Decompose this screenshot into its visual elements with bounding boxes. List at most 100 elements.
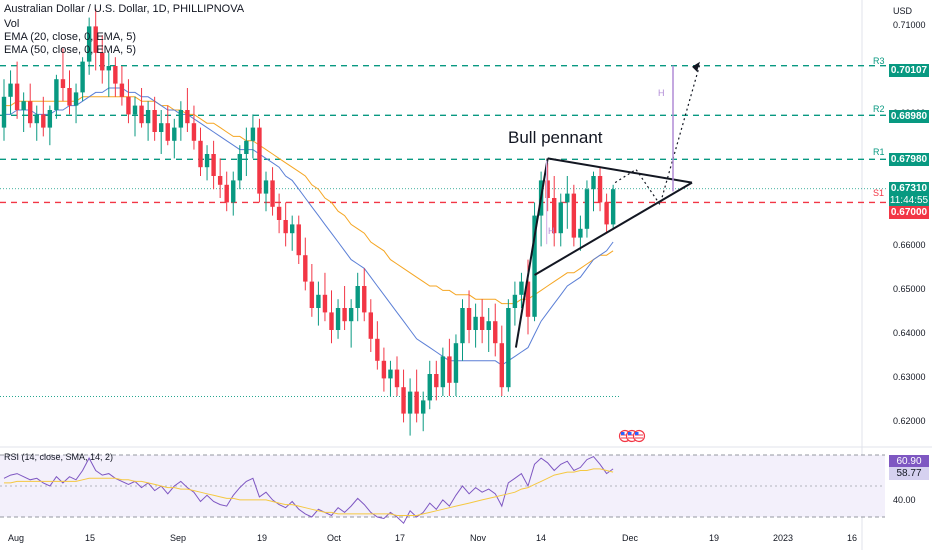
- candle-body: [145, 110, 151, 124]
- candle-body: [506, 308, 511, 388]
- bull-pennant-label: Bull pennant: [508, 128, 603, 147]
- rsi-legend: RSI (14, close, SMA, 14, 2): [4, 452, 114, 462]
- candle-body: [499, 343, 504, 388]
- candle-body: [113, 66, 118, 84]
- candle-body: [460, 308, 465, 344]
- x-tick-label: Oct: [326, 533, 342, 543]
- y-tick-label: 0.63000: [893, 372, 926, 383]
- candle-body: [375, 338, 380, 361]
- candle-body: [512, 294, 518, 308]
- candle-body: [86, 26, 92, 62]
- pennant-upper-line: [547, 157, 693, 184]
- x-tick-label: 14: [535, 533, 547, 543]
- rsi-value-box: 60.90: [889, 455, 929, 468]
- x-tick-label: Sep: [169, 533, 187, 543]
- candle-body: [152, 110, 157, 132]
- candle-body: [381, 360, 387, 379]
- candle-body: [80, 61, 85, 93]
- ema20-line: [4, 87, 614, 366]
- candle-body: [172, 127, 177, 141]
- rsi-sma-line: [4, 468, 614, 516]
- y-tick-label: 0.64000: [893, 328, 926, 339]
- candle-body: [165, 123, 170, 141]
- projection-h-label: H: [658, 88, 665, 98]
- candle-body: [571, 193, 577, 238]
- candle-body: [316, 294, 321, 308]
- rsi-sma-box: 58.77: [889, 467, 929, 480]
- y-tick-label: 0.71000: [893, 20, 926, 31]
- r2-price-box: 0.68980: [889, 110, 929, 123]
- ema50-legend: EMA (50, close, 0, EMA, 5): [4, 44, 137, 56]
- countdown-box: 11:44:55: [889, 194, 929, 207]
- pole-h-label: H: [548, 226, 555, 236]
- r1-tag: R1: [873, 147, 885, 157]
- x-tick-label: 17: [394, 533, 406, 543]
- candle-body: [519, 281, 524, 295]
- candle-body: [578, 228, 583, 238]
- x-tick-label: 15: [84, 533, 96, 543]
- candle-body: [414, 391, 419, 414]
- y-tick-label: 0.62000: [893, 416, 926, 427]
- pennant-pole: [514, 158, 549, 348]
- symbol-title: Australian Dollar / U.S. Dollar, 1D, PHI…: [4, 3, 245, 15]
- us-flag-icon: [628, 432, 632, 435]
- candle-body: [355, 286, 360, 308]
- x-tick-label: Dec: [621, 533, 639, 543]
- candle-body: [335, 308, 341, 330]
- candle-body: [309, 281, 315, 308]
- candle-body: [54, 79, 59, 110]
- candle-body: [303, 255, 308, 282]
- volume-legend: Vol: [4, 18, 20, 30]
- x-tick-label: 16: [846, 533, 858, 543]
- x-tick-label: 19: [708, 533, 720, 543]
- candle-body: [224, 184, 229, 203]
- candle-body: [283, 220, 288, 234]
- candle-body: [290, 224, 295, 234]
- candle-body: [28, 101, 33, 124]
- candle-body: [342, 308, 347, 322]
- candle-body: [1, 96, 7, 128]
- candle-body: [119, 83, 125, 97]
- candle-body: [41, 114, 46, 128]
- candle-body: [73, 92, 79, 106]
- candle-body: [453, 343, 459, 383]
- projection-arrowhead: [692, 61, 700, 72]
- candle-body: [217, 176, 223, 185]
- candle-body: [276, 206, 282, 220]
- candle-body: [100, 52, 105, 71]
- candle-body: [388, 369, 393, 379]
- s1-price-box: 0.67000: [889, 206, 929, 219]
- candle-body: [93, 26, 98, 53]
- rsi-pane-background: [0, 455, 885, 517]
- candle-body: [244, 140, 249, 154]
- candle-body: [185, 110, 190, 124]
- candle-body: [532, 215, 537, 317]
- rsi-40-tick: 40.00: [893, 495, 916, 505]
- candle-body: [14, 83, 20, 110]
- candle-body: [447, 356, 452, 383]
- candle-body: [407, 391, 413, 414]
- candle-body: [434, 374, 439, 388]
- candle-body: [368, 312, 373, 339]
- candle-body: [479, 316, 485, 330]
- candle-body: [257, 127, 262, 194]
- candle-body: [296, 224, 301, 256]
- ema50-line: [4, 96, 614, 305]
- candle-body: [466, 308, 472, 330]
- r3-tag: R3: [873, 56, 885, 66]
- candle-body: [558, 202, 563, 234]
- candle-body: [525, 281, 531, 317]
- candle-body: [47, 110, 53, 128]
- s1-tag: S1: [873, 188, 885, 198]
- candle-body: [231, 180, 236, 203]
- candle-body: [401, 387, 406, 414]
- x-tick-label: Aug: [7, 533, 25, 543]
- y-tick-label: 0.66000: [893, 240, 926, 251]
- x-tick-label: 2023: [772, 533, 794, 543]
- candle-body: [106, 66, 111, 71]
- candle-body: [329, 312, 334, 330]
- us-flag-icon: [635, 432, 639, 435]
- candle-body: [67, 88, 72, 106]
- x-tick-label: 19: [256, 533, 268, 543]
